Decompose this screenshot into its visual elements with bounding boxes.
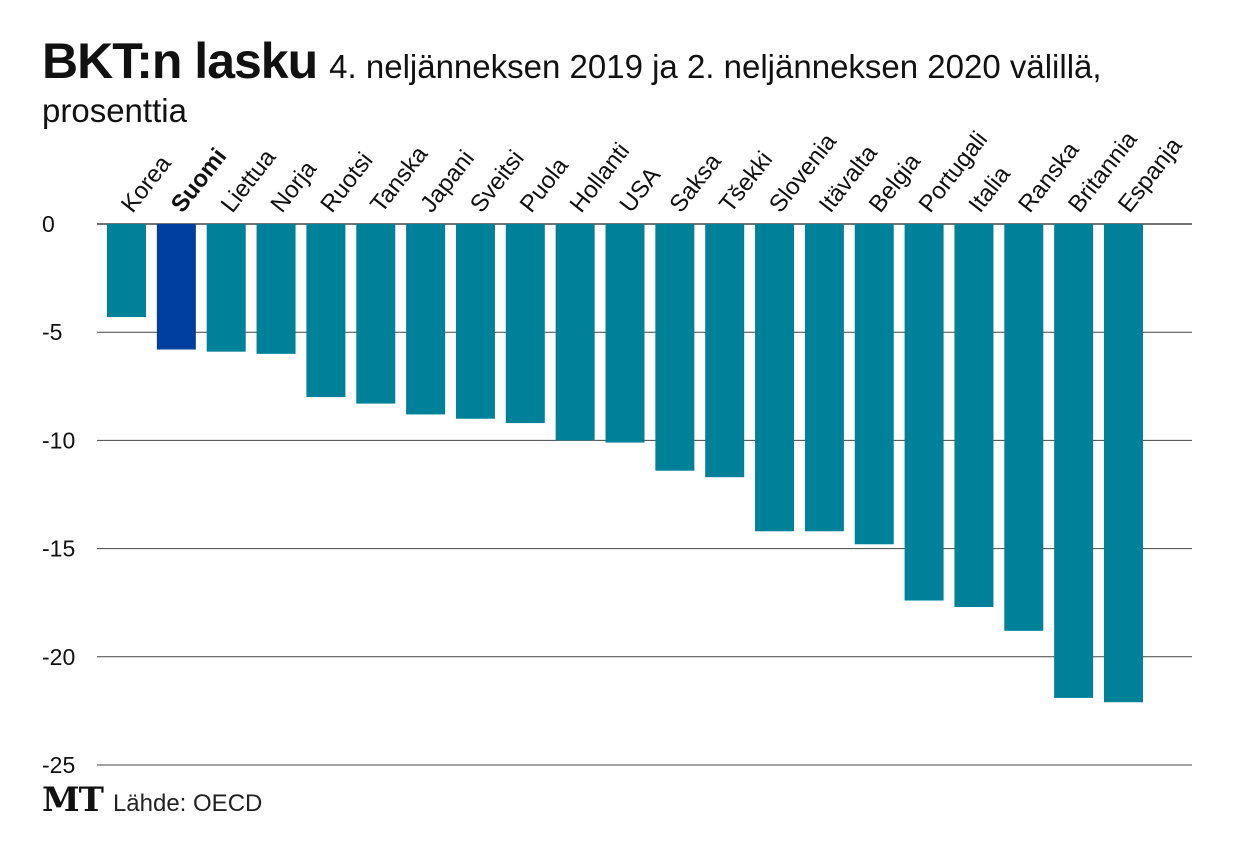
bar <box>954 224 994 608</box>
bar <box>705 224 745 478</box>
bar <box>655 224 695 471</box>
bar <box>804 224 844 532</box>
bar <box>206 224 246 352</box>
bar <box>1104 224 1143 703</box>
chart-title-block: BKT:n lasku 4. neljänneksen 2019 ja 2. ne… <box>42 36 1222 86</box>
bar <box>1054 224 1094 698</box>
bar <box>605 224 645 443</box>
y-tick-label: -20 <box>42 644 75 670</box>
bar <box>156 224 196 350</box>
bar <box>505 224 545 424</box>
bar <box>755 224 795 532</box>
category-label: Korea <box>116 150 177 218</box>
bar <box>904 224 944 601</box>
y-tick-label: 0 <box>42 211 55 237</box>
bar <box>555 224 595 441</box>
y-tick-label: -15 <box>42 536 75 562</box>
bar <box>107 224 146 318</box>
category-label: Saksa <box>664 148 727 218</box>
y-tick-label: -5 <box>42 319 62 345</box>
bar <box>306 224 346 398</box>
bar <box>1004 224 1044 631</box>
bar <box>854 224 894 545</box>
source-note: Lähde: OECD <box>112 790 263 817</box>
publisher-logo: MT <box>42 780 104 820</box>
y-tick-label: -10 <box>42 427 75 453</box>
category-label: Ruotsi <box>315 147 378 217</box>
bar <box>356 224 396 404</box>
bar <box>256 224 296 354</box>
category-label: Sveitsi <box>465 145 530 217</box>
category-label: Tšekki <box>714 146 778 217</box>
bar <box>455 224 495 419</box>
chart-subtitle: 4. neljänneksen 2019 ja 2. neljänneksen … <box>329 48 1102 85</box>
chart-subtitle-line2: prosenttia <box>42 92 187 129</box>
bar <box>406 224 446 415</box>
chart-title: BKT:n lasku <box>42 33 318 89</box>
y-tick-label: -25 <box>42 752 75 778</box>
footer: MT Lähde: OECD <box>42 780 262 820</box>
